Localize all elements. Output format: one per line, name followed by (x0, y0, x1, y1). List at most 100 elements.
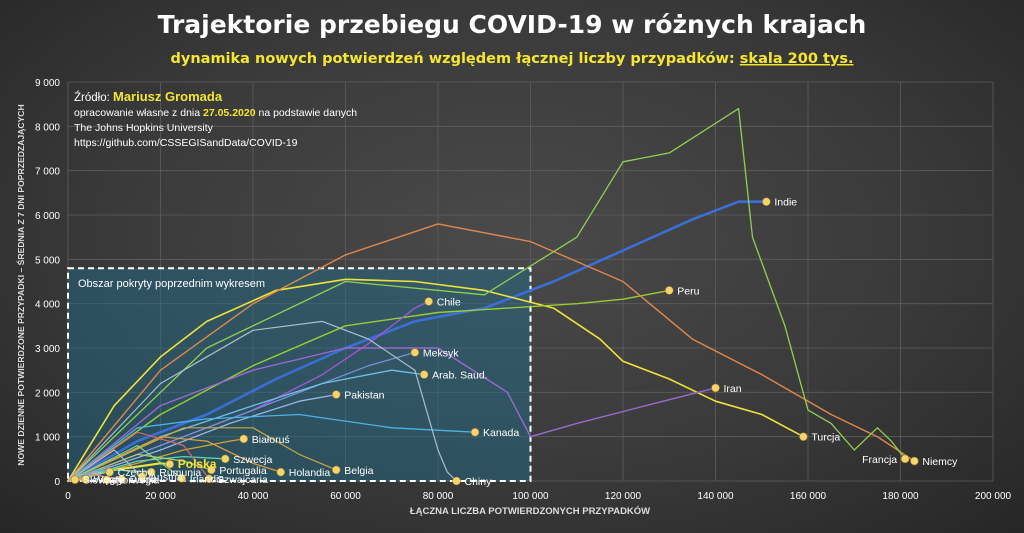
series-label-arab-saud: Arab. Saud. (432, 370, 487, 382)
x-tick-label: 20 000 (145, 491, 176, 502)
series-label-iran: Iran (724, 383, 742, 395)
x-axis-ticks: 0 20 000 40 000 60 000 80 000 100 000 120 000 1… (65, 491, 1011, 502)
endpoint-wegry (81, 474, 90, 484)
endpoint-slowacja (70, 475, 80, 484)
y-tick-label: 4 000 (35, 300, 60, 311)
endpoint-niemcy (910, 456, 919, 466)
y-axis-ticks: 0 1 000 2 000 3 000 4 000 5 000 6 000 7 000 8 00… (35, 78, 60, 488)
series-label-szwecja: Szwecja (233, 454, 272, 466)
series-label-peru: Peru (677, 285, 699, 297)
series-label-dania: Dania (130, 474, 158, 486)
series-label-irlandia: Irlandia (190, 473, 225, 485)
source-line2-post: na podstawie danych (258, 107, 357, 119)
x-tick-label: 100 000 (512, 491, 549, 502)
series-line-belgia (67, 427, 337, 482)
y-tick-label: 5 000 (35, 255, 60, 266)
x-axis-label: ŁĄCZNA LICZBA POTWIERDZONYCH PRZYPADKÓW (410, 505, 650, 517)
series-label-indie: Indie (774, 197, 797, 209)
endpoint-austria (137, 472, 147, 481)
x-tick-label: 40 000 (238, 491, 269, 502)
endpoint-peru (664, 286, 674, 295)
source-line3: The Johns Hopkins University (74, 122, 214, 134)
svg-text:Źródło: Mariusz Gromada: Źródło: Mariusz Gromada (74, 89, 223, 104)
svg-text:opracowanie własne z dnia 27.0: opracowanie własne z dnia 27.05.2020 na … (74, 107, 357, 119)
series-label-chile: Chile (437, 296, 461, 308)
endpoint-bialorus (239, 434, 249, 444)
y-tick-label: 3 000 (35, 344, 60, 355)
endpoint-kanada (470, 427, 480, 437)
endpoint-arab-saud (419, 370, 429, 379)
series-line-austria (67, 449, 143, 482)
subtitle-main: dynamika nowych potwierdzeń względem łąc… (171, 51, 735, 67)
endpoint-iran (711, 383, 720, 393)
series-line-turcja (67, 278, 805, 482)
series-label-czechy: Czechy (118, 467, 154, 479)
series-line-pakistan (67, 393, 337, 482)
series-line-szwajcaria (67, 431, 210, 482)
series-label-turcja: Turcja (811, 432, 840, 444)
endpoint-szwecja (220, 454, 230, 464)
series-label-wegry: Węgry (94, 474, 125, 486)
x-tick-label: 120 000 (605, 491, 642, 502)
source-author: Mariusz Gromada (113, 89, 223, 104)
series-line-kanada (67, 413, 476, 482)
x-tick-label: 80 000 (423, 491, 454, 502)
y-axis-label: NOWE DZIENNE POTWIERDZONE PRZYPADKI – ŚR… (15, 104, 26, 465)
series-line-peru (67, 289, 670, 482)
series-label-polska: Polska (178, 457, 217, 471)
x-tick-label: 160 000 (790, 491, 827, 502)
series-label-belgia: Belgia (344, 465, 373, 477)
series-label-chiny: Chiny (465, 476, 493, 488)
series-label-bialorus: Białoruś (252, 434, 290, 446)
chart-subtitle: dynamika nowych potwierdzeń względem łąc… (171, 51, 854, 67)
series-lines (66, 107, 916, 483)
x-tick-label: 200 000 (975, 491, 1012, 502)
endpoint-rumunia (146, 467, 156, 477)
series-label-austria: Austria (150, 472, 183, 484)
series-labels: Indie Turcja Peru Iran Niemcy Francja Chile Mek… (83, 197, 958, 488)
y-tick-label: 9 000 (35, 78, 60, 89)
endpoint-polska (165, 459, 175, 469)
series-label-holandia: Holandia (289, 467, 331, 479)
series-label-szwajcaria: Szwajcaria (217, 474, 268, 486)
series-label-norwegia: Norwegia (115, 475, 160, 487)
source-line2-pre: opracowanie własne z dnia (74, 107, 200, 119)
endpoint-irlandia (177, 474, 187, 483)
series-line-francja (67, 107, 906, 482)
series-label-meksyk: Meksyk (423, 347, 459, 359)
endpoint-norwegia (102, 475, 112, 484)
y-tick-label: 6 000 (35, 211, 60, 222)
series-line-holandia (67, 436, 282, 482)
y-tick-label: 0 (54, 477, 60, 488)
series-line-iran (67, 347, 717, 482)
series-label-rumunia: Rumunia (159, 467, 201, 479)
x-tick-label: 0 (65, 491, 71, 502)
series-line-chiny (67, 320, 458, 482)
endpoint-turcja (799, 432, 808, 441)
endpoint-czechy (105, 467, 114, 477)
subtitle-scale: skala 200 tys. (740, 51, 854, 67)
y-tick-label: 2 000 (35, 388, 60, 399)
x-tick-label: 140 000 (697, 491, 734, 502)
endpoint-chiny (452, 476, 461, 486)
endpoint-chile (424, 297, 434, 306)
source-label: Źródło: (74, 91, 110, 104)
endpoint-indie (762, 197, 771, 206)
source-date: 27.05.2020 (203, 107, 256, 119)
series-label-francja: Francja (862, 454, 897, 466)
y-tick-label: 1 000 (35, 433, 60, 444)
source-line4: https://github.com/CSSEGISandData/COVID-… (74, 137, 298, 149)
endpoint-szwajcaria (204, 474, 214, 484)
endpoint-holandia (276, 467, 286, 477)
endpoint-portugalia (207, 465, 216, 475)
series-line-portugalia (67, 453, 212, 482)
chart-title: Trajektorie przebiegu COVID-19 w różnych… (158, 10, 867, 39)
y-tick-label: 8 000 (35, 122, 60, 133)
series-endpoints (70, 197, 919, 486)
y-tick-label: 7 000 (35, 167, 60, 178)
endpoint-francja (900, 454, 910, 464)
series-label-pakistan: Pakistan (344, 390, 384, 402)
series-line-niemcy (67, 223, 916, 482)
series-label-niemcy: Niemcy (922, 456, 958, 468)
